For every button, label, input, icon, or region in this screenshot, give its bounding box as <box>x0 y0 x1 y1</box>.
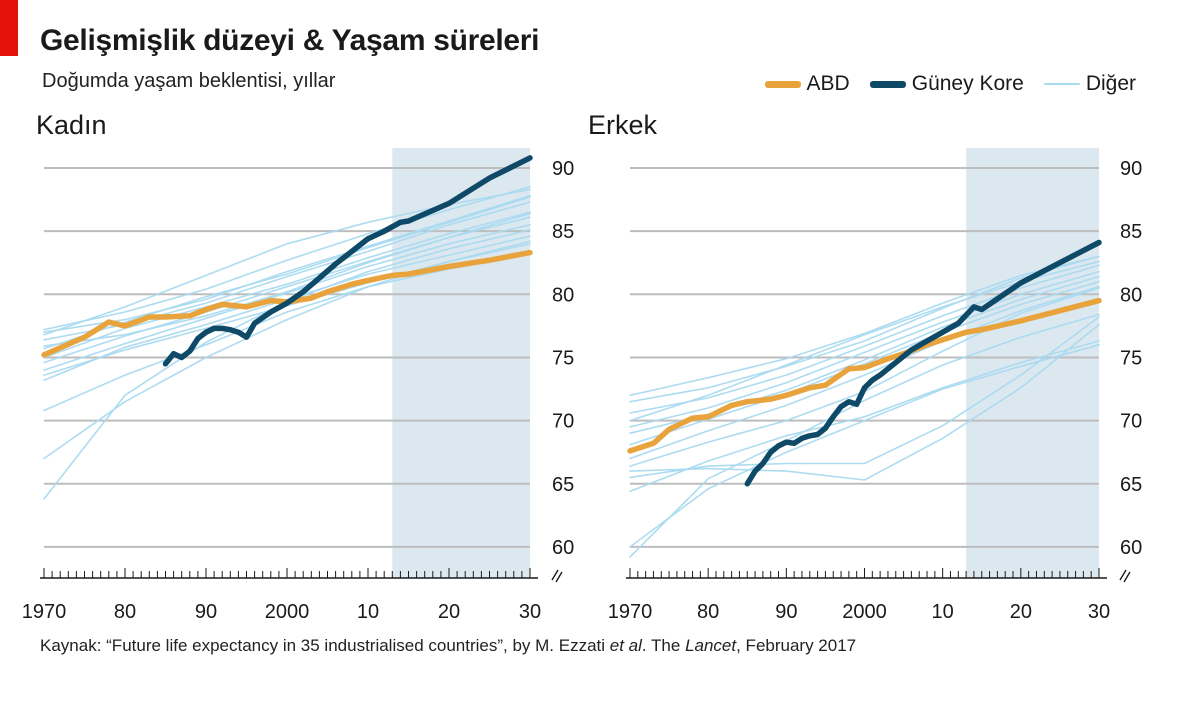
x-tick-label: 10 <box>932 601 954 623</box>
y-tick-label: 85 <box>1120 221 1142 243</box>
series-line-guney-kore <box>744 239 1102 487</box>
y-tick-label: 75 <box>552 347 574 369</box>
y-tick-label: 70 <box>1120 411 1142 433</box>
legend-swatch-abd <box>764 80 801 88</box>
x-tick-label: 2000 <box>265 601 310 623</box>
legend-label-diger: Diğer <box>1085 72 1136 95</box>
legend-swatch-guney-kore <box>869 80 906 88</box>
y-tick-label: 80 <box>1120 284 1142 306</box>
x-tick-label: 90 <box>195 601 217 623</box>
y-tick-label: 90 <box>1120 158 1142 180</box>
series-line-guney-kore <box>162 155 533 367</box>
source-etal: et al <box>609 636 642 655</box>
x-tick-label: 30 <box>519 601 541 623</box>
y-tick-label: 60 <box>552 537 574 559</box>
y-tick-label: 65 <box>552 474 574 496</box>
x-tick-label: 2000 <box>842 601 887 623</box>
y-tick-label: 75 <box>1120 347 1142 369</box>
chart-title: Gelişmişlik düzeyi & Yaşam süreleri <box>40 24 540 57</box>
series-line-diger <box>629 270 1100 428</box>
panel-kadin: 60 65 70 75 80 85 90 1970 80 90 2000 10 20 30 Kadın <box>22 110 575 623</box>
x-tick-label: 90 <box>775 601 797 623</box>
legend-item-diger: Diğer <box>1043 72 1136 96</box>
legend-item-abd: ABD <box>764 72 850 96</box>
axis-break-icon <box>551 569 563 583</box>
panel-erkek: 60 65 70 75 80 85 90 1970 80 90 2000 10 20 30 Erkek <box>588 110 1142 623</box>
y-tick-label: 65 <box>1120 474 1142 496</box>
x-tick-label: 1970 <box>608 601 653 623</box>
series-line-abd <box>627 297 1102 454</box>
source-prefix: Kaynak: “Future life expectancy in 35 in… <box>40 636 610 655</box>
y-tick-label: 85 <box>552 221 574 243</box>
source-middle: . The <box>641 636 686 655</box>
series-line-diger <box>629 264 1100 414</box>
y-tick-label: 80 <box>552 284 574 306</box>
x-tick-label: 1970 <box>22 601 67 623</box>
series-line-diger <box>43 196 531 350</box>
chart-subtitle: Doğumda yaşam beklentisi, yıllar <box>42 70 336 92</box>
series-line-diger <box>43 195 531 333</box>
axis-break-icon <box>1119 569 1131 583</box>
source-journal: Lancet <box>685 636 737 655</box>
source-suffix: , February 2017 <box>736 636 857 655</box>
panel-title: Erkek <box>588 110 658 140</box>
series-line-diger <box>629 255 1100 403</box>
x-tick-label: 80 <box>697 601 719 623</box>
y-tick-label: 90 <box>552 158 574 180</box>
series-line-diger <box>629 344 1100 548</box>
y-tick-label: 70 <box>552 411 574 433</box>
legend: ABD Güney Kore Diğer <box>745 72 1136 96</box>
series-line-diger <box>629 340 1100 493</box>
series-line-diger <box>629 323 1100 481</box>
legend-swatch-diger <box>1043 83 1080 85</box>
series-line-diger <box>629 316 1100 479</box>
x-tick-label: 20 <box>438 601 460 623</box>
series-line-diger <box>629 285 1100 460</box>
y-tick-label: 60 <box>1120 537 1142 559</box>
x-tick-label: 80 <box>114 601 136 623</box>
legend-item-guney-kore: Güney Kore <box>869 72 1024 96</box>
series-line-diger <box>43 212 531 347</box>
series-line-diger <box>629 255 1100 397</box>
series-line-diger <box>43 240 531 460</box>
series-line-diger <box>629 313 1100 558</box>
x-tick-label: 20 <box>1010 601 1032 623</box>
x-tick-label: 10 <box>357 601 379 623</box>
legend-label-guney-kore: Güney Kore <box>911 72 1024 95</box>
series-line-abd <box>41 249 533 358</box>
x-tick-label: 30 <box>1088 601 1110 623</box>
panel-title: Kadın <box>36 110 107 140</box>
series-line-diger <box>43 224 531 371</box>
legend-label-abd: ABD <box>806 72 850 95</box>
series-line-diger <box>43 186 531 331</box>
source-note: Kaynak: “Future life expectancy in 35 in… <box>40 636 856 656</box>
brand-red-tag <box>0 0 18 56</box>
